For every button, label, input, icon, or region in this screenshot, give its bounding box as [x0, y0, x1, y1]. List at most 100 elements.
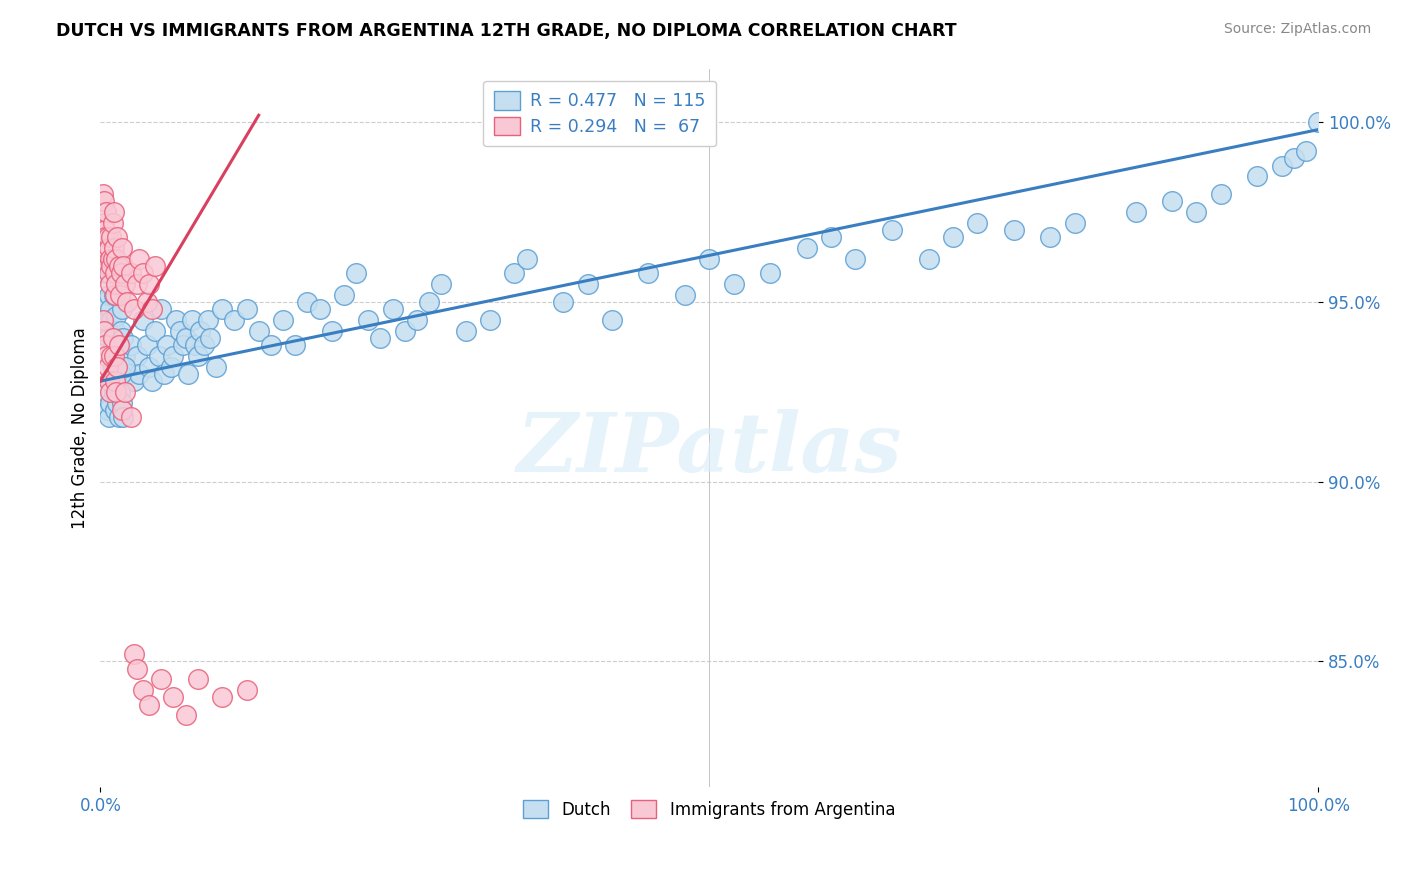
Text: Source: ZipAtlas.com: Source: ZipAtlas.com: [1223, 22, 1371, 37]
Point: [125, 662, 148, 676]
Point: [553, 295, 575, 310]
Point: [370, 331, 392, 345]
Point: [187, 349, 209, 363]
Point: [105, 374, 128, 388]
Point: [211, 690, 233, 705]
Point: [105, 384, 128, 399]
Point: [108, 288, 131, 302]
Point: [1271, 159, 1294, 173]
Point: [1039, 230, 1062, 244]
Point: [697, 252, 720, 266]
Point: [169, 324, 191, 338]
Point: [1246, 169, 1268, 184]
Point: [197, 313, 219, 327]
Point: [333, 288, 356, 302]
Point: [637, 266, 659, 280]
Text: DUTCH VS IMMIGRANTS FROM ARGENTINA 12TH GRADE, NO DIPLOMA CORRELATION CHART: DUTCH VS IMMIGRANTS FROM ARGENTINA 12TH …: [56, 22, 957, 40]
Point: [100, 259, 122, 273]
Point: [942, 230, 965, 244]
Point: [120, 266, 142, 280]
Point: [91, 187, 114, 202]
Point: [124, 647, 146, 661]
Point: [418, 295, 440, 310]
Point: [1308, 115, 1330, 129]
Point: [132, 266, 155, 280]
Point: [103, 241, 125, 255]
Point: [198, 331, 221, 345]
Point: [105, 252, 128, 266]
Point: [205, 359, 228, 374]
Point: [98, 384, 121, 399]
Point: [98, 277, 121, 292]
Point: [1209, 187, 1232, 202]
Point: [796, 241, 818, 255]
Point: [820, 230, 842, 244]
Point: [107, 338, 129, 352]
Point: [107, 259, 129, 273]
Point: [723, 277, 745, 292]
Point: [97, 359, 120, 374]
Point: [120, 410, 142, 425]
Point: [177, 367, 200, 381]
Point: [132, 683, 155, 698]
Point: [104, 403, 127, 417]
Point: [97, 266, 120, 280]
Point: [430, 277, 453, 292]
Point: [156, 338, 179, 352]
Point: [966, 216, 988, 230]
Point: [97, 410, 120, 425]
Point: [111, 403, 134, 417]
Point: [114, 349, 136, 363]
Point: [503, 266, 526, 280]
Point: [224, 313, 246, 327]
Point: [1161, 194, 1184, 209]
Point: [1185, 205, 1208, 219]
Point: [112, 410, 135, 425]
Point: [917, 252, 939, 266]
Point: [135, 295, 157, 310]
Point: [600, 313, 623, 327]
Point: [104, 374, 127, 388]
Point: [103, 384, 125, 399]
Point: [97, 241, 120, 255]
Point: [111, 302, 134, 317]
Point: [844, 252, 866, 266]
Point: [104, 324, 127, 338]
Point: [138, 277, 160, 292]
Point: [108, 384, 131, 399]
Point: [96, 384, 118, 399]
Point: [172, 338, 194, 352]
Point: [115, 295, 138, 310]
Point: [211, 302, 233, 317]
Point: [107, 374, 129, 388]
Point: [184, 338, 207, 352]
Point: [105, 277, 128, 292]
Point: [128, 367, 150, 381]
Legend: Dutch, Immigrants from Argentina: Dutch, Immigrants from Argentina: [517, 794, 901, 826]
Point: [112, 331, 135, 345]
Point: [247, 324, 270, 338]
Point: [187, 673, 209, 687]
Point: [188, 324, 211, 338]
Point: [93, 295, 115, 310]
Point: [108, 349, 131, 363]
Point: [321, 324, 343, 338]
Point: [180, 313, 202, 327]
Point: [94, 230, 117, 244]
Point: [124, 374, 146, 388]
Point: [101, 216, 124, 230]
Point: [103, 349, 125, 363]
Point: [138, 359, 160, 374]
Point: [110, 266, 132, 280]
Point: [96, 205, 118, 219]
Point: [104, 266, 127, 280]
Point: [107, 410, 129, 425]
Point: [260, 338, 283, 352]
Point: [308, 302, 330, 317]
Point: [1282, 152, 1305, 166]
Point: [97, 230, 120, 244]
Point: [114, 359, 136, 374]
Point: [143, 324, 166, 338]
Point: [107, 230, 129, 244]
Point: [141, 374, 163, 388]
